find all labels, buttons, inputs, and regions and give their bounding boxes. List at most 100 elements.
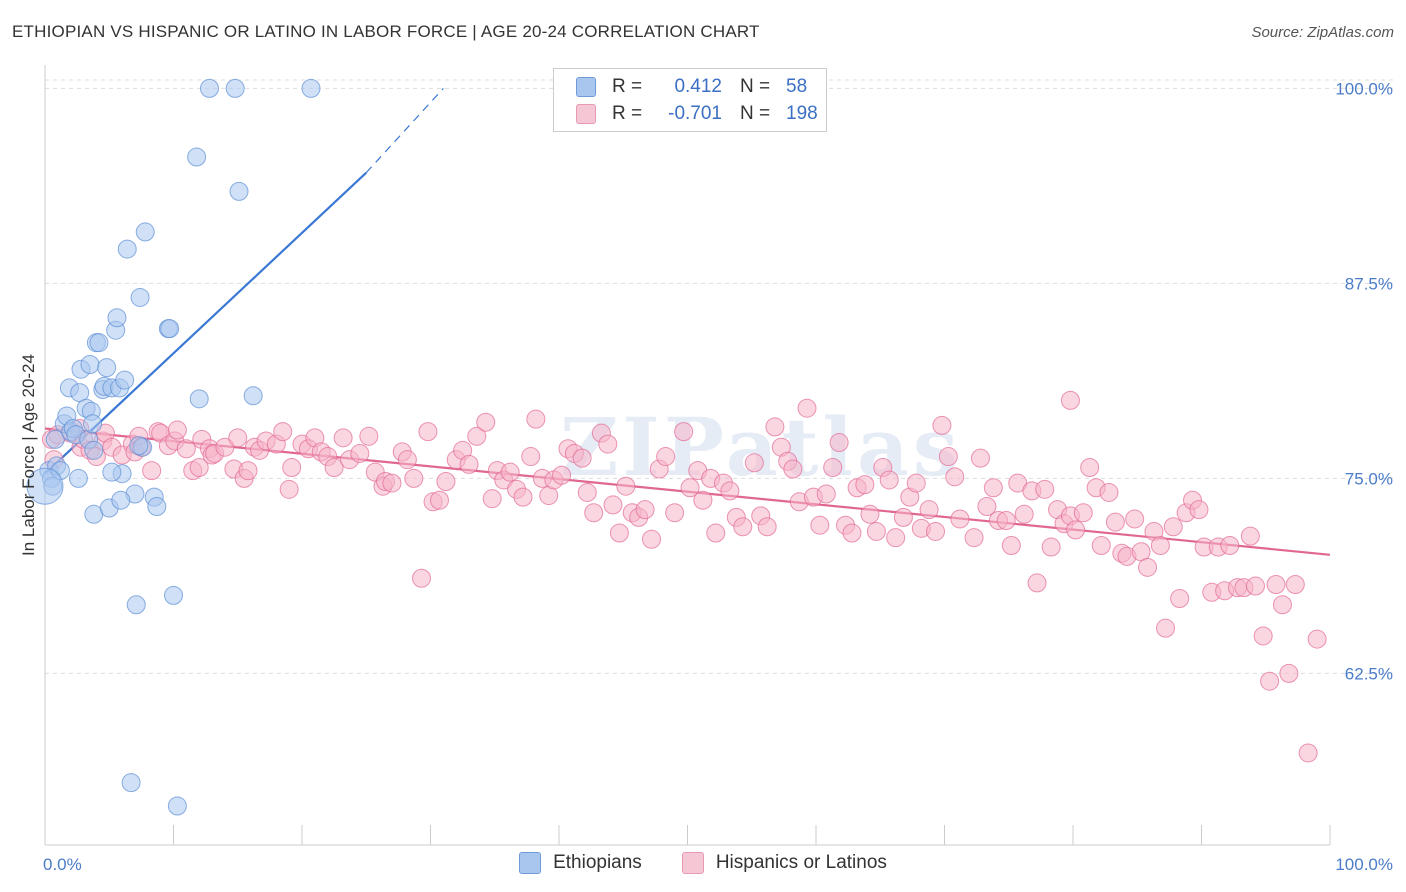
hispanic-point (176, 439, 196, 459)
hispanic-point (418, 422, 438, 442)
hispanic-point (816, 484, 836, 504)
hispanic-point (945, 467, 965, 487)
y-axis-title: In Labor Force | Age 20-24 (19, 354, 38, 556)
hispanic-point (429, 490, 449, 510)
hispanic-point (459, 454, 479, 474)
ethiopian-point (45, 429, 65, 449)
hispanic-point (866, 521, 886, 541)
hispanic-point (977, 496, 997, 516)
n-label: N = (740, 76, 771, 97)
hispanic-point (797, 398, 817, 418)
r-label: R = (612, 76, 643, 97)
hispanic-point (404, 468, 424, 488)
hispanic-point (603, 495, 623, 515)
ethiopian-point (115, 370, 135, 390)
ethiopian-point (26, 467, 64, 505)
hispanic-point (215, 437, 235, 457)
ethiopian-point (83, 414, 103, 434)
hispanic-point (500, 462, 520, 482)
ethiopian-point (147, 496, 167, 516)
hispanic-point (1073, 503, 1093, 523)
hispanic-point (1125, 509, 1145, 529)
ethiopian-point (121, 773, 141, 793)
hispanic-point (680, 478, 700, 498)
ethiopian-point (301, 78, 321, 98)
legend-swatch-ethiopians (576, 77, 596, 97)
hispanic-point (1220, 535, 1240, 555)
hispanic-point (279, 479, 299, 499)
legend-swatch (681, 852, 704, 874)
hispanic-point (476, 412, 496, 432)
hispanic-point (823, 457, 843, 477)
hispanic-point (1027, 573, 1047, 593)
ethiopian-point (97, 358, 117, 378)
hispanic-point (382, 473, 402, 493)
hispanic-point (926, 521, 946, 541)
hispanic-point (810, 515, 830, 535)
hispanic-point (693, 490, 713, 510)
hispanic-point (1189, 500, 1209, 520)
hispanic-point (674, 422, 694, 442)
ethiopian-point (160, 319, 180, 339)
hispanic-point (733, 517, 753, 537)
legend-swatch-hispanics (576, 104, 596, 124)
source-label: Source: ZipAtlas.com (1251, 24, 1394, 41)
hispanic-point (513, 487, 533, 507)
ethiopian-point (107, 308, 127, 328)
ethiopian-point (225, 78, 245, 98)
hispanic-point (1245, 576, 1265, 596)
correlation-legend: R = 0.412 N = 58 R = -0.701 N = 198 (553, 68, 827, 132)
ethiopian-point (130, 287, 150, 307)
ethiopian-point (167, 796, 187, 816)
y-tick-label: 62.5% (1345, 664, 1393, 683)
hispanic-point (412, 568, 432, 588)
ethiopian-point (187, 147, 207, 167)
legend-label: Hispanics or Latinos (715, 852, 887, 873)
hispanic-point (1253, 626, 1273, 646)
hispanic-point (950, 509, 970, 529)
r-label: R = (612, 103, 643, 124)
axes (44, 65, 1331, 846)
ethiopian-point (129, 436, 149, 456)
hispanic-point (482, 489, 502, 509)
hispanic-point (1041, 537, 1061, 557)
n-value: 198 (786, 103, 818, 124)
hispanic-point (765, 417, 785, 437)
ethiopian-point (189, 389, 209, 409)
ethiopian-point (117, 239, 137, 259)
r-value: -0.701 (668, 103, 722, 124)
hispanic-point (1307, 629, 1327, 649)
legend-item-ethiopians: Ethiopians (519, 852, 642, 874)
ethiopian-point (68, 468, 88, 488)
hispanic-point (983, 478, 1003, 498)
hispanic-point (886, 528, 906, 548)
hispanic-point (598, 434, 618, 454)
hispanic-point (919, 500, 939, 520)
hispanic-point (906, 473, 926, 493)
hispanic-point (238, 461, 258, 481)
hispanic-point (436, 472, 456, 492)
hispanic-point (1099, 482, 1119, 502)
hispanic-point (1298, 743, 1318, 763)
hispanic-point (842, 523, 862, 543)
hispanic-point (1091, 535, 1111, 555)
y-tick-label: 100.0% (1335, 79, 1393, 98)
hispanic-point (1001, 535, 1021, 555)
hispanic-point (526, 409, 546, 429)
hispanic-point (1272, 595, 1292, 615)
hispanic-point (744, 453, 764, 473)
hispanic-point (142, 461, 162, 481)
hispanic-point (1170, 589, 1190, 609)
r-value: 0.412 (674, 76, 722, 97)
hispanic-point (1150, 535, 1170, 555)
hispanic-point (860, 504, 880, 524)
hispanic-point (1285, 574, 1305, 594)
hispanic-point (397, 450, 417, 470)
hispanic-point (783, 459, 803, 479)
hispanic-point (1080, 457, 1100, 477)
hispanic-point (616, 476, 636, 496)
hispanic-point (350, 443, 370, 463)
n-label: N = (740, 103, 771, 124)
hispanic-point (584, 503, 604, 523)
n-value: 58 (786, 76, 808, 97)
